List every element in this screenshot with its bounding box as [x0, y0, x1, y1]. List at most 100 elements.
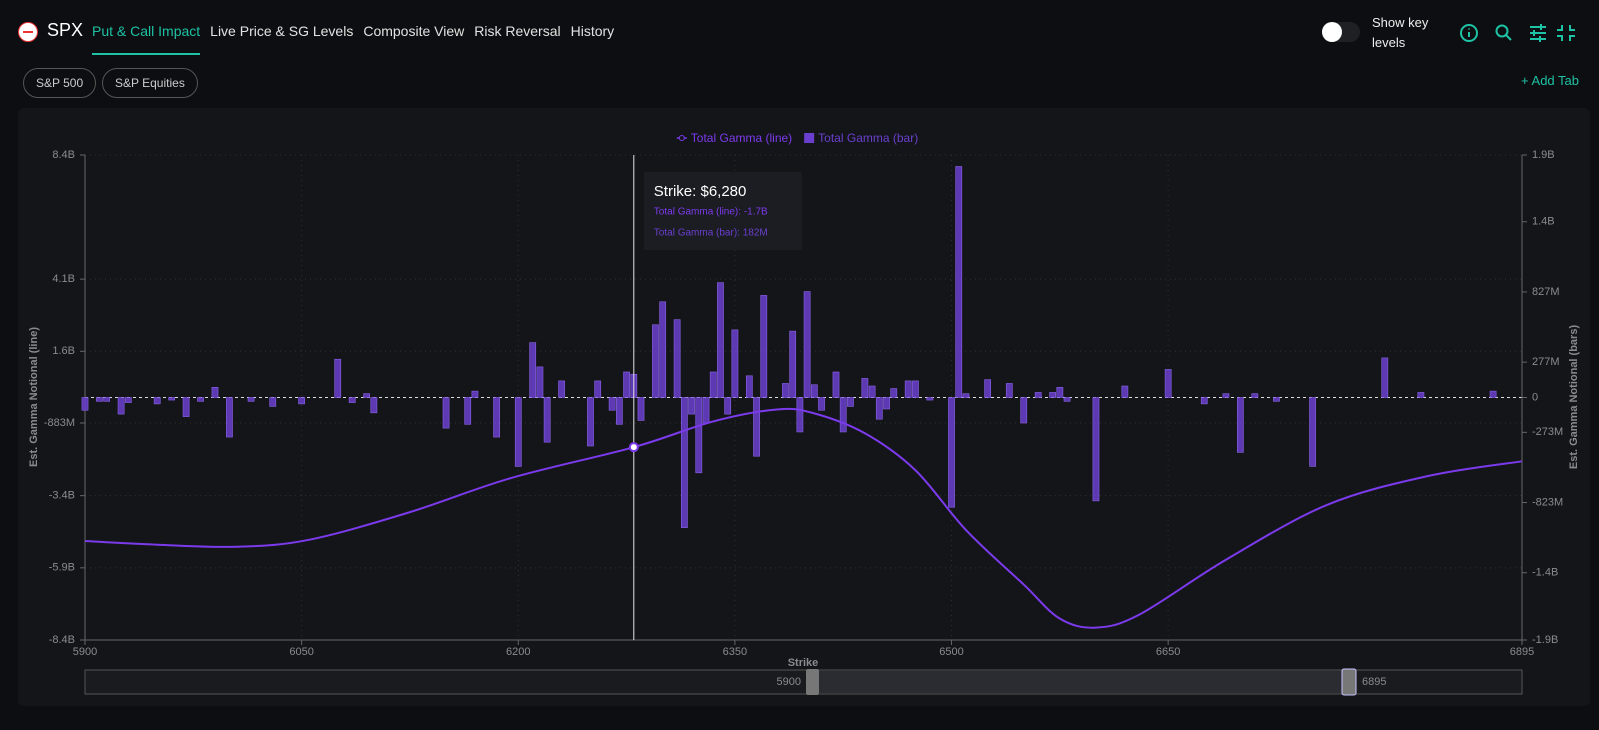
toggle[interactable] [1322, 22, 1360, 42]
bar [1063, 397, 1071, 402]
bar [615, 397, 623, 425]
legend-swatch [678, 135, 685, 141]
tab[interactable]: History [570, 23, 615, 39]
collapse-icon[interactable] [1557, 25, 1575, 41]
bar [724, 397, 732, 415]
legend-label: Total Gamma (bar) [818, 131, 918, 145]
bar [803, 291, 811, 398]
bar [587, 397, 594, 447]
bar [745, 375, 753, 398]
tab[interactable]: Risk Reversal [474, 23, 561, 39]
tooltip-title: Strike: $6,280 [654, 183, 747, 200]
legend-label: Total Gamma (line) [691, 131, 792, 145]
bar [782, 383, 789, 398]
y-tick-label: -5.9B [49, 562, 75, 574]
bar [334, 358, 342, 398]
chart-panel [18, 108, 1590, 706]
bar [211, 386, 219, 398]
range-selection [812, 671, 1349, 693]
bar [847, 397, 854, 407]
bar [442, 397, 450, 429]
bar [197, 397, 204, 402]
range-handle[interactable] [806, 669, 819, 695]
y2-axis-title: Est. Gamma Notional (bars) [1568, 325, 1580, 470]
bar [471, 390, 479, 398]
tab[interactable]: Composite View [363, 23, 465, 39]
bar [370, 397, 378, 414]
info-icon[interactable] [1460, 24, 1478, 42]
bar [839, 397, 847, 433]
bar [1309, 397, 1316, 467]
bar [796, 397, 804, 433]
y2-tick-label: 0 [1532, 391, 1538, 403]
bar [1005, 383, 1013, 398]
header: SPX Put & Call Impact Live Price & SG Le… [0, 0, 1599, 98]
y-tick-label: 4.1B [52, 273, 75, 285]
bar [1237, 397, 1244, 453]
bar [673, 319, 681, 398]
range-end-label: 6895 [1362, 676, 1386, 688]
bar [594, 380, 602, 398]
x-tick-label: 5900 [73, 646, 97, 658]
bar [962, 393, 970, 398]
bar [1251, 393, 1259, 398]
bar [717, 282, 724, 398]
x-tick-label: 6650 [1156, 646, 1180, 658]
x-tick-label: 6200 [506, 646, 530, 658]
x-tick-label: 6050 [289, 646, 313, 658]
x-tick-label: 6500 [939, 646, 963, 658]
x-tick-label: 6895 [1510, 646, 1534, 658]
bar [1489, 390, 1497, 398]
bar [760, 295, 768, 398]
bar [558, 380, 565, 398]
bar [348, 397, 356, 403]
bar [1056, 386, 1064, 398]
bar [818, 397, 825, 411]
bar [709, 371, 717, 398]
y2-tick-label: -273M [1532, 426, 1563, 438]
bar [1164, 369, 1172, 398]
bar [363, 393, 370, 398]
logo[interactable] [18, 22, 38, 42]
bar [948, 397, 955, 508]
bar [124, 397, 132, 403]
bar [984, 379, 992, 398]
y-tick-label: -883M [44, 417, 75, 429]
bar [96, 397, 103, 402]
bar [652, 324, 659, 398]
x-axis-title: Strike [788, 657, 819, 669]
bar [702, 397, 710, 424]
toggle-label: Show key levels [1372, 15, 1429, 50]
bar [868, 385, 876, 398]
bar [226, 397, 233, 438]
range-handle[interactable] [1341, 668, 1357, 696]
search-icon[interactable] [1495, 24, 1512, 41]
bar [912, 380, 919, 398]
y2-tick-label: 1.9B [1532, 149, 1555, 161]
legend: Total Gamma (line) Total Gamma (bar) [676, 131, 918, 145]
bar [1020, 397, 1028, 424]
range-start-label: 5900 [777, 676, 801, 688]
settings-icon[interactable] [1530, 24, 1546, 42]
bar [731, 329, 739, 398]
bar [536, 366, 544, 398]
bar [543, 397, 551, 443]
line [84, 407, 1523, 629]
y-tick-label: 8.4B [52, 149, 75, 161]
sub-tab[interactable]: S&P 500 [23, 68, 97, 98]
y2-tick-label: -1.9B [1532, 634, 1558, 646]
bar [153, 397, 161, 405]
bar [832, 371, 840, 398]
sub-tab[interactable]: S&P Equities [102, 68, 198, 98]
y2-tick-label: 827M [1532, 286, 1560, 298]
bar [182, 397, 190, 417]
bar [1049, 392, 1056, 398]
add-tab[interactable]: + Add Tab [1521, 73, 1579, 88]
tab[interactable]: Put & Call Impact [92, 23, 201, 55]
tab[interactable]: Live Price & SG Levels [210, 23, 354, 39]
bar [464, 397, 472, 425]
bar [810, 384, 818, 398]
bar [688, 397, 695, 415]
bar [926, 397, 934, 401]
